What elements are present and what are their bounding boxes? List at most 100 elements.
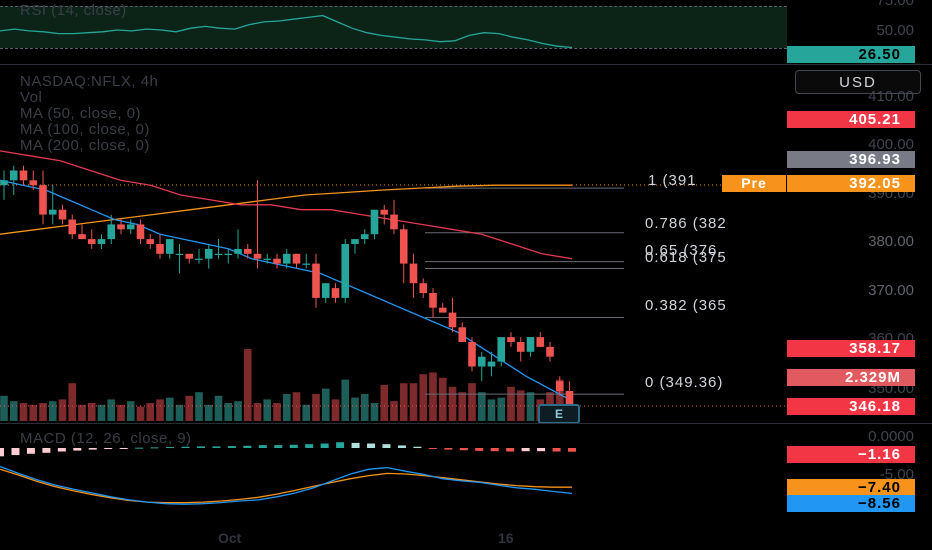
- tag-volume: 2.329M: [787, 369, 915, 386]
- macd-svg: [0, 442, 576, 505]
- macd-histogram-bar: [506, 448, 515, 452]
- candle-body: [429, 293, 437, 308]
- volume-bar: [370, 403, 379, 421]
- macd-histogram-bar: [181, 446, 190, 448]
- volume-bar: [390, 401, 398, 421]
- ma100-line: [0, 150, 573, 260]
- candle-body: [351, 239, 359, 244]
- currency-button[interactable]: USD: [795, 70, 921, 94]
- volume-bar: [58, 399, 67, 421]
- fib-label-0786: 0.786 (382: [645, 215, 727, 232]
- macd-histogram-bar: [258, 445, 267, 448]
- time-axis[interactable]: Oct 16: [0, 528, 932, 550]
- volume-bar: [360, 394, 369, 421]
- candle-body: [165, 239, 174, 254]
- candle-body: [458, 327, 467, 342]
- candle-body: [126, 224, 135, 230]
- macd-histogram-bar: [320, 443, 329, 448]
- volume-bar: [243, 349, 252, 421]
- volume-bar: [487, 399, 496, 421]
- candle-body: [9, 170, 18, 181]
- macd-histogram-bar: [88, 448, 97, 450]
- candle-body: [331, 288, 340, 298]
- macd-axis-5: -5.00: [879, 466, 914, 483]
- macd-axis-0: 0.0000: [868, 428, 914, 445]
- candle-body: [555, 381, 564, 391]
- macd-histogram-bar: [367, 443, 376, 448]
- volume-bar: [477, 392, 486, 421]
- candle-body: [438, 307, 447, 313]
- candle-body: [195, 258, 203, 260]
- candle-body: [97, 239, 106, 244]
- time-label-oct: Oct: [218, 530, 242, 546]
- pane-separator-bottom[interactable]: [0, 423, 932, 424]
- volume-bar: [429, 372, 437, 421]
- tag-macd-signal: −7.40: [787, 479, 915, 496]
- ma50-legend[interactable]: MA (50, close, 0): [20, 105, 142, 122]
- macd-histogram-bar: [568, 448, 576, 452]
- candle-body: [273, 258, 281, 264]
- price-axis-380: 380.00: [868, 233, 914, 250]
- candle-body: [253, 253, 262, 259]
- macd-histogram-bar: [444, 448, 453, 450]
- volume-bar: [273, 403, 281, 421]
- ma100-legend[interactable]: MA (100, close, 0): [20, 121, 150, 138]
- ma200-legend[interactable]: MA (200, close, 0): [20, 137, 150, 154]
- volume-bar: [341, 379, 350, 421]
- candle-body: [48, 209, 57, 215]
- fib-label-0382: 0.382 (365: [645, 297, 727, 314]
- candle-body: [263, 258, 272, 260]
- candle-body: [360, 234, 369, 240]
- rsi-legend[interactable]: RSI (14, close): [20, 2, 127, 19]
- main-chart-pane[interactable]: NASDAQ:NFLX, 4h Vol MA (50, close, 0) MA…: [0, 65, 790, 423]
- macd-histogram-bar: [42, 448, 51, 453]
- macd-legend[interactable]: MACD (12, 26, close, 9): [20, 430, 192, 447]
- candle-body: [468, 342, 476, 367]
- pane-separator-top[interactable]: [0, 64, 932, 65]
- tag-prev-close: 396.93: [787, 151, 915, 168]
- candle-body: [380, 209, 389, 215]
- candle-body: [565, 391, 574, 411]
- volume-bar: [204, 404, 213, 421]
- volume-bar: [321, 388, 330, 421]
- rsi-axis-75: 75.00: [876, 0, 914, 9]
- candle-body: [507, 337, 515, 342]
- candle-body: [282, 253, 291, 264]
- volume-bar: [165, 397, 174, 421]
- volume-bar: [146, 403, 155, 421]
- volume-bar: [234, 401, 242, 421]
- candle-body: [234, 248, 242, 254]
- volume-bar: [292, 392, 301, 421]
- candle-body: [526, 337, 535, 352]
- volume-bar: [555, 379, 564, 421]
- volume-bar: [468, 383, 476, 421]
- macd-histogram-bar: [490, 448, 499, 452]
- candle-body: [68, 219, 77, 235]
- rsi-value-tag: 26.50: [787, 46, 915, 63]
- vol-legend[interactable]: Vol: [20, 89, 43, 106]
- volume-bar: [78, 404, 86, 421]
- candle-body: [341, 244, 350, 298]
- candle-body: [536, 337, 545, 347]
- rsi-line-svg: [0, 14, 573, 49]
- macd-histogram-bar: [119, 448, 128, 449]
- macd-histogram-bar: [104, 448, 113, 449]
- earnings-marker[interactable]: E: [538, 404, 580, 424]
- candle-body: [370, 209, 379, 235]
- volume-bar: [438, 377, 447, 421]
- candle-body: [497, 337, 506, 362]
- symbol-legend[interactable]: NASDAQ:NFLX, 4h: [20, 73, 159, 90]
- candle-body: [185, 253, 194, 259]
- candle-body: [477, 356, 486, 367]
- volume-bar: [117, 404, 125, 421]
- ma50-line: [0, 179, 573, 402]
- price-chart-svg[interactable]: [0, 65, 790, 423]
- macd-histogram-bar: [382, 444, 391, 448]
- rsi-pane: RSI (14, close): [0, 0, 790, 62]
- fib-label-065: 0.65 (376.: [645, 242, 723, 259]
- rsi-upper-line: [0, 6, 787, 7]
- price-axis-410: 410.00: [868, 88, 914, 105]
- volume-bar: [409, 383, 418, 421]
- time-label-16: 16: [498, 530, 514, 546]
- volume-bar: [0, 395, 8, 421]
